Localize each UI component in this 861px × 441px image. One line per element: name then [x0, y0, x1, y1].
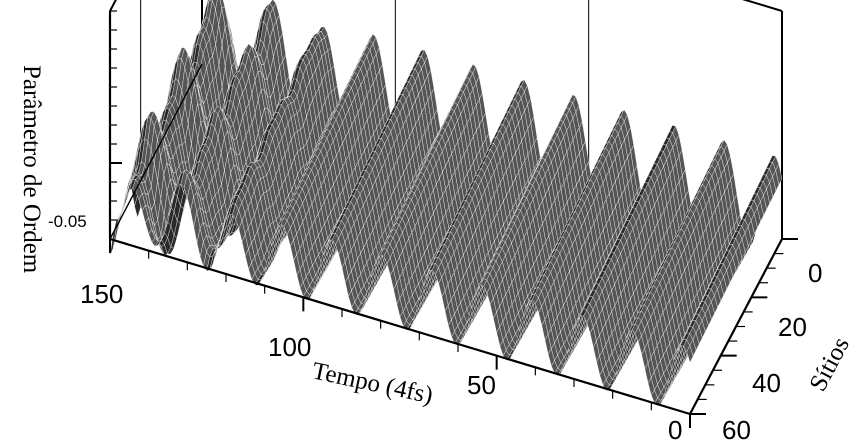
box-edge — [109, 0, 117, 12]
box-edge — [742, 0, 783, 12]
surface-mesh — [109, 0, 783, 407]
